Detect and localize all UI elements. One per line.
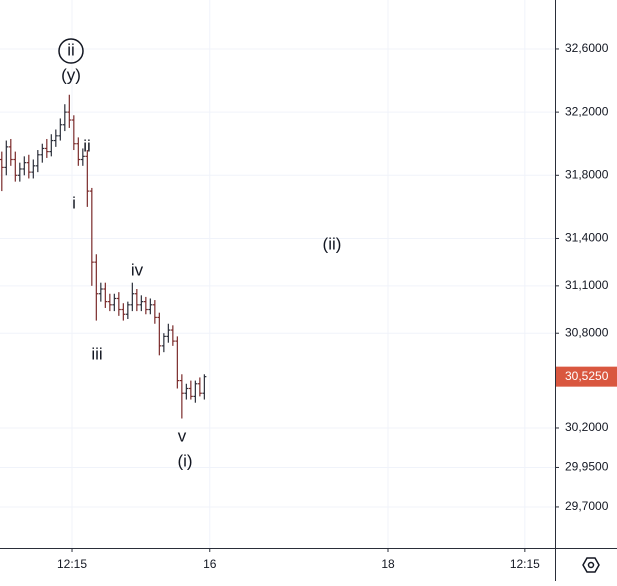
x-tick-label: 12:15 <box>57 557 87 571</box>
wave-label: iii <box>91 344 102 363</box>
last-price-box <box>555 366 617 387</box>
settings-button[interactable] <box>582 557 600 573</box>
wave-label: ii <box>67 40 75 59</box>
y-tick-label: 30,2000 <box>565 420 609 434</box>
x-tick-label: 16 <box>203 557 217 571</box>
last-price-label: 30,5250 <box>565 369 609 383</box>
wave-label: (ii) <box>323 234 342 253</box>
wave-label: iv <box>131 260 144 279</box>
x-tick-label: 12:15 <box>510 557 540 571</box>
settings-icon <box>582 557 600 573</box>
grid <box>0 0 555 548</box>
y-tick-label: 32,6000 <box>565 41 609 55</box>
wave-label: ii <box>83 136 91 155</box>
y-tick-label: 31,8000 <box>565 167 609 181</box>
y-tick-label: 31,4000 <box>565 231 609 245</box>
wave-label: v <box>178 426 187 445</box>
wave-label: (y) <box>61 65 81 84</box>
y-tick-label: 29,7000 <box>565 499 609 513</box>
wave-label: i <box>72 193 76 212</box>
settings-icon-dot <box>587 561 595 569</box>
annotation-circle <box>58 38 84 64</box>
y-tick-label: 29,9500 <box>565 460 609 474</box>
x-tick-label: 18 <box>381 557 395 571</box>
bars <box>0 94 207 419</box>
wave-label: (i) <box>177 451 192 470</box>
y-tick-label: 30,8000 <box>565 325 609 339</box>
y-tick-label: 31,1000 <box>565 278 609 292</box>
y-tick-label: 32,2000 <box>565 104 609 118</box>
labels: 32,6000 32,2000 31,8000 31,4000 31,1000 30,80… <box>57 38 617 571</box>
